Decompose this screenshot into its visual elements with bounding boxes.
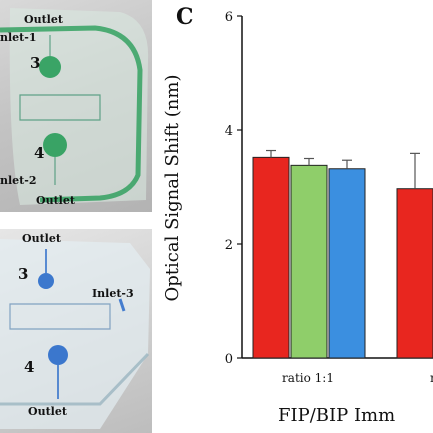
y-tick-label-3: 6	[225, 10, 233, 25]
bar-g1-0	[396, 188, 433, 359]
chamber-3-top	[39, 56, 61, 78]
bar-g0-2	[328, 168, 366, 359]
error-bars	[266, 149, 420, 189]
bar-g0-0	[252, 156, 290, 359]
photo-label-inlet-1: nlet-1	[0, 31, 37, 44]
panel-label: C	[176, 4, 194, 30]
x-tick-label-1: ra	[430, 371, 433, 385]
photo-label-chamber-3-bottom: 3	[18, 265, 29, 283]
chip-drawing-bottom	[0, 239, 150, 429]
tick-labels: 0 2 4 6 ratio 1:1 ra	[225, 10, 433, 385]
channel-links-bottom	[45, 249, 59, 399]
photo-label-outlet-bottom-2: Outlet	[28, 405, 67, 418]
channel-links-top	[49, 35, 56, 185]
x-tick-label-0: ratio 1:1	[282, 371, 334, 385]
photo-label-outlet-top: Outlet	[24, 13, 63, 26]
photo-label-outlet-top-2: Outlet	[36, 194, 75, 207]
glass-chip-bottom	[0, 239, 150, 429]
photo-label-chamber-4-bottom: 4	[24, 358, 35, 376]
glass-chip-top	[9, 8, 149, 205]
microfluidic-photo-top: Outlet nlet-1 3 4 nlet-2 Outlet	[0, 0, 152, 212]
y-tick-label-2: 4	[225, 124, 233, 139]
channel-network-top	[19, 94, 101, 121]
channel-network-bottom	[9, 303, 111, 330]
inlet-3-port	[118, 298, 126, 312]
photo-label-chamber-3-top: 3	[30, 54, 41, 72]
x-axis-title: FIP/BIP Imm	[278, 405, 395, 426]
bar-chart: C Optical Signal Shift (nm) FIP/BIP Imm …	[162, 4, 433, 426]
chip-drawing-top	[0, 8, 149, 205]
y-tick-label-0: 0	[225, 352, 233, 367]
y-axis-title: Optical Signal Shift (nm)	[162, 75, 183, 302]
chamber-4-top	[43, 133, 67, 157]
photo-label-outlet-bottom: Outlet	[22, 232, 61, 245]
chamber-3-bottom	[38, 273, 54, 289]
chip-edge-bottom	[0, 352, 150, 406]
photo-label-chamber-4-top: 4	[34, 144, 45, 162]
photo-label-inlet-2: nlet-2	[0, 174, 37, 187]
channel-outline-top	[0, 25, 143, 203]
photo-label-inlet-3: Inlet-3	[92, 287, 134, 300]
microfluidic-photo-bottom: Outlet 3 Inlet-3 4 Outlet	[0, 229, 152, 433]
bar-g0-1	[290, 164, 328, 359]
y-tick-label-1: 2	[225, 238, 233, 253]
bar-series	[252, 156, 433, 359]
chamber-4-bottom	[48, 345, 68, 365]
